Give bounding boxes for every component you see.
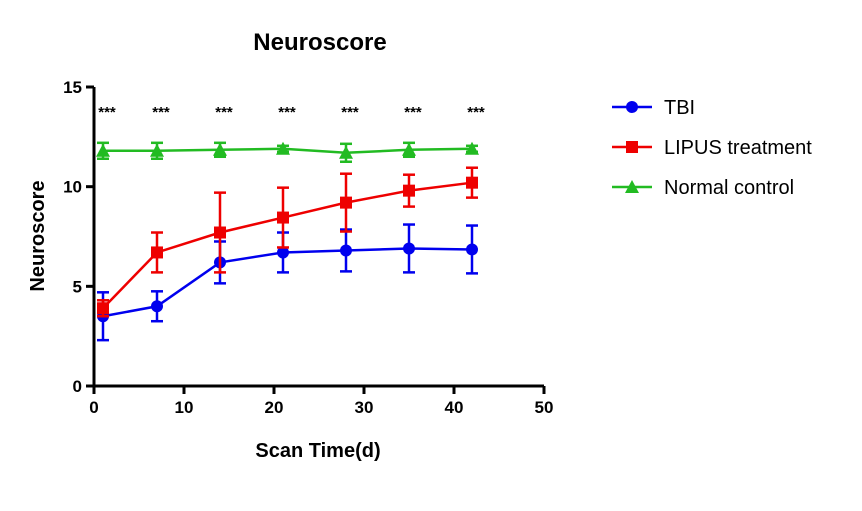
legend-label: LIPUS treatment	[664, 137, 812, 159]
data-point	[403, 242, 415, 255]
x-axis-title: Scan Time(d)	[255, 440, 380, 462]
data-point	[150, 143, 164, 157]
y-tick-label: 15	[63, 78, 82, 97]
x-ticks: 0 10 20 30 40 50	[89, 386, 553, 417]
series-normal-control	[96, 141, 479, 163]
significance-marker: ***	[215, 104, 233, 121]
legend-label: TBI	[664, 97, 695, 119]
data-point	[340, 196, 352, 209]
data-point	[339, 145, 353, 159]
data-point	[214, 226, 226, 239]
legend-marker	[625, 180, 639, 193]
y-tick-label: 10	[63, 178, 82, 197]
data-point	[213, 142, 227, 156]
y-tick-label: 5	[73, 277, 82, 296]
legend-item: LIPUS treatment	[612, 137, 812, 159]
series-line	[102, 181, 473, 310]
x-tick-label: 10	[175, 398, 194, 417]
series-layer	[96, 141, 479, 342]
legend-label: Normal control	[664, 177, 794, 199]
data-point	[276, 141, 290, 155]
data-point	[277, 211, 289, 224]
significance-annotations: *** *** *** *** *** *** ***	[98, 104, 485, 121]
data-point	[466, 243, 478, 256]
y-tick-label: 0	[73, 377, 82, 396]
significance-marker: ***	[152, 104, 170, 121]
legend-item: TBI	[612, 97, 695, 119]
legend-marker	[626, 101, 638, 113]
data-point	[97, 302, 109, 315]
data-point	[277, 246, 289, 259]
legend: TBI LIPUS treatment Normal control	[612, 97, 812, 199]
x-tick-label: 40	[445, 398, 464, 417]
x-tick-label: 50	[535, 398, 554, 417]
data-point	[340, 244, 352, 257]
legend-marker	[626, 141, 638, 153]
data-point	[151, 300, 163, 313]
data-point	[151, 246, 163, 259]
x-tick-label: 20	[265, 398, 284, 417]
significance-marker: ***	[98, 104, 116, 121]
significance-marker: ***	[467, 104, 485, 121]
data-point	[465, 141, 479, 155]
significance-marker: ***	[341, 104, 359, 121]
significance-marker: ***	[278, 104, 296, 121]
plot-area: 0 10 20 30 40 50 0 5 10 15 *** *** *** *** *** *** ***	[63, 78, 553, 417]
series-lipus-treatment	[97, 166, 478, 318]
x-tick-label: 30	[355, 398, 374, 417]
y-ticks: 0 5 10 15	[63, 78, 94, 396]
series-tbi	[97, 223, 478, 342]
legend-item: Normal control	[612, 177, 794, 199]
data-point	[402, 142, 416, 156]
data-point	[96, 143, 110, 157]
data-point	[403, 184, 415, 197]
data-point	[466, 176, 478, 189]
x-tick-label: 0	[89, 398, 98, 417]
significance-marker: ***	[404, 104, 422, 121]
chart-title: Neuroscore	[253, 29, 386, 56]
y-axis-title: Neuroscore	[27, 180, 49, 291]
